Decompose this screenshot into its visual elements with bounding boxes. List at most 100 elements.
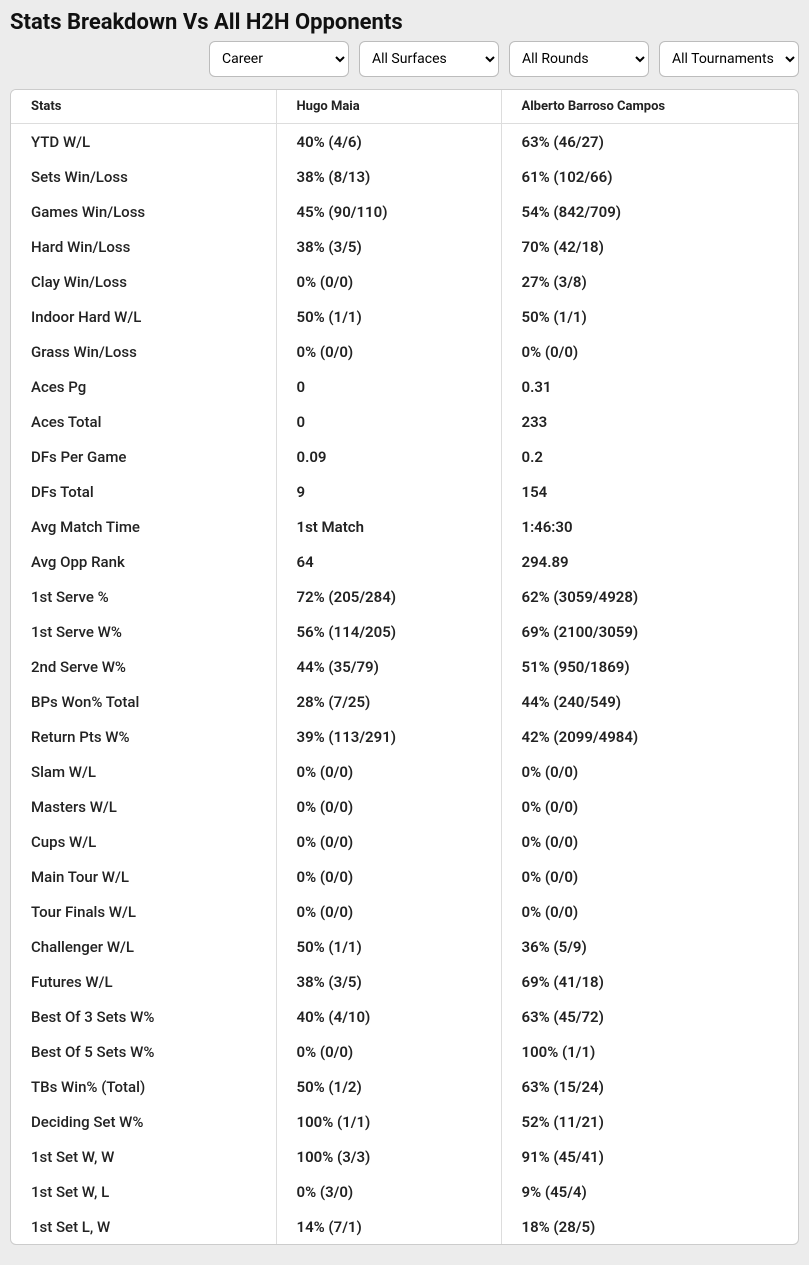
stat-value-player2: 0% (0/0) xyxy=(501,789,798,824)
table-row: 2nd Serve W%44% (35/79)51% (950/1869) xyxy=(11,649,798,684)
stat-value-player2: 100% (1/1) xyxy=(501,1034,798,1069)
stat-label: DFs Per Game xyxy=(11,439,276,474)
stat-value-player2: 69% (41/18) xyxy=(501,964,798,999)
stat-label: Hard Win/Loss xyxy=(11,229,276,264)
stat-value-player2: 0% (0/0) xyxy=(501,824,798,859)
stat-label: Main Tour W/L xyxy=(11,859,276,894)
table-row: Games Win/Loss45% (90/110)54% (842/709) xyxy=(11,194,798,229)
table-row: Sets Win/Loss38% (8/13)61% (102/66) xyxy=(11,159,798,194)
stat-value-player2: 54% (842/709) xyxy=(501,194,798,229)
table-row: Clay Win/Loss0% (0/0)27% (3/8) xyxy=(11,264,798,299)
stat-value-player2: 42% (2099/4984) xyxy=(501,719,798,754)
stat-label: Deciding Set W% xyxy=(11,1104,276,1139)
table-row: DFs Per Game0.090.2 xyxy=(11,439,798,474)
stat-label: TBs Win% (Total) xyxy=(11,1069,276,1104)
table-row: 1st Serve W%56% (114/205)69% (2100/3059) xyxy=(11,614,798,649)
stat-label: 1st Serve % xyxy=(11,579,276,614)
stat-value-player1: 40% (4/6) xyxy=(276,124,501,160)
table-row: YTD W/L40% (4/6)63% (46/27) xyxy=(11,124,798,160)
stat-label: Avg Match Time xyxy=(11,509,276,544)
stat-value-player2: 0% (0/0) xyxy=(501,334,798,369)
stat-label: Aces Total xyxy=(11,404,276,439)
page-title: Stats Breakdown Vs All H2H Opponents xyxy=(0,0,809,41)
stat-label: Tour Finals W/L xyxy=(11,894,276,929)
stat-value-player2: 233 xyxy=(501,404,798,439)
stat-label: DFs Total xyxy=(11,474,276,509)
stat-value-player1: 0% (0/0) xyxy=(276,334,501,369)
table-row: Slam W/L0% (0/0)0% (0/0) xyxy=(11,754,798,789)
table-row: Aces Total0233 xyxy=(11,404,798,439)
stat-value-player1: 50% (1/2) xyxy=(276,1069,501,1104)
table-row: Best Of 3 Sets W%40% (4/10)63% (45/72) xyxy=(11,999,798,1034)
filters-bar: Career All Surfaces All Rounds All Tourn… xyxy=(0,41,809,89)
stat-label: 1st Set W, W xyxy=(11,1139,276,1174)
stat-value-player1: 56% (114/205) xyxy=(276,614,501,649)
table-row: DFs Total9154 xyxy=(11,474,798,509)
stat-value-player2: 61% (102/66) xyxy=(501,159,798,194)
stat-value-player1: 1st Match xyxy=(276,509,501,544)
col-header-player1: Hugo Maia xyxy=(276,90,501,124)
stat-label: 2nd Serve W% xyxy=(11,649,276,684)
stat-value-player2: 50% (1/1) xyxy=(501,299,798,334)
col-header-stats: Stats xyxy=(11,90,276,124)
stat-value-player1: 28% (7/25) xyxy=(276,684,501,719)
stat-label: Masters W/L xyxy=(11,789,276,824)
stat-value-player1: 38% (8/13) xyxy=(276,159,501,194)
table-row: Deciding Set W%100% (1/1)52% (11/21) xyxy=(11,1104,798,1139)
stat-label: Futures W/L xyxy=(11,964,276,999)
stat-value-player2: 51% (950/1869) xyxy=(501,649,798,684)
stat-value-player2: 0% (0/0) xyxy=(501,754,798,789)
stats-table: Stats Hugo Maia Alberto Barroso Campos Y… xyxy=(11,90,798,1244)
stat-value-player1: 38% (3/5) xyxy=(276,229,501,264)
stat-value-player2: 69% (2100/3059) xyxy=(501,614,798,649)
stat-value-player2: 9% (45/4) xyxy=(501,1174,798,1209)
stat-value-player2: 63% (45/72) xyxy=(501,999,798,1034)
stat-value-player1: 0% (0/0) xyxy=(276,859,501,894)
stat-label: Sets Win/Loss xyxy=(11,159,276,194)
table-row: Best Of 5 Sets W%0% (0/0)100% (1/1) xyxy=(11,1034,798,1069)
table-row: BPs Won% Total28% (7/25)44% (240/549) xyxy=(11,684,798,719)
table-row: Tour Finals W/L0% (0/0)0% (0/0) xyxy=(11,894,798,929)
stat-value-player2: 0.31 xyxy=(501,369,798,404)
table-row: Cups W/L0% (0/0)0% (0/0) xyxy=(11,824,798,859)
col-header-player2: Alberto Barroso Campos xyxy=(501,90,798,124)
stat-label: 1st Set L, W xyxy=(11,1209,276,1244)
table-header-row: Stats Hugo Maia Alberto Barroso Campos xyxy=(11,90,798,124)
stat-value-player1: 72% (205/284) xyxy=(276,579,501,614)
table-row: Hard Win/Loss38% (3/5)70% (42/18) xyxy=(11,229,798,264)
stat-value-player2: 294.89 xyxy=(501,544,798,579)
stat-value-player1: 0.09 xyxy=(276,439,501,474)
table-row: 1st Set W, L0% (3/0)9% (45/4) xyxy=(11,1174,798,1209)
filter-rounds-select[interactable]: All Rounds xyxy=(509,41,649,77)
stat-value-player1: 100% (3/3) xyxy=(276,1139,501,1174)
stat-value-player1: 45% (90/110) xyxy=(276,194,501,229)
stat-label: Best Of 5 Sets W% xyxy=(11,1034,276,1069)
stat-value-player1: 14% (7/1) xyxy=(276,1209,501,1244)
table-row: 1st Serve %72% (205/284)62% (3059/4928) xyxy=(11,579,798,614)
table-row: Challenger W/L50% (1/1)36% (5/9) xyxy=(11,929,798,964)
stat-label: Cups W/L xyxy=(11,824,276,859)
stat-value-player1: 0 xyxy=(276,404,501,439)
stat-value-player1: 0% (0/0) xyxy=(276,754,501,789)
stats-table-container: Stats Hugo Maia Alberto Barroso Campos Y… xyxy=(10,89,799,1245)
filter-surfaces-select[interactable]: All Surfaces xyxy=(359,41,499,77)
stat-value-player1: 64 xyxy=(276,544,501,579)
stat-label: Best Of 3 Sets W% xyxy=(11,999,276,1034)
stat-value-player1: 0 xyxy=(276,369,501,404)
filter-tournaments-select[interactable]: All Tournaments xyxy=(659,41,799,77)
table-row: Main Tour W/L0% (0/0)0% (0/0) xyxy=(11,859,798,894)
stat-value-player2: 63% (15/24) xyxy=(501,1069,798,1104)
stat-label: 1st Set W, L xyxy=(11,1174,276,1209)
stat-value-player2: 63% (46/27) xyxy=(501,124,798,160)
table-row: Grass Win/Loss0% (0/0)0% (0/0) xyxy=(11,334,798,369)
stat-value-player2: 27% (3/8) xyxy=(501,264,798,299)
table-row: TBs Win% (Total)50% (1/2)63% (15/24) xyxy=(11,1069,798,1104)
stat-value-player2: 0% (0/0) xyxy=(501,894,798,929)
stat-label: Challenger W/L xyxy=(11,929,276,964)
stat-label: Clay Win/Loss xyxy=(11,264,276,299)
stat-label: YTD W/L xyxy=(11,124,276,160)
stat-value-player2: 44% (240/549) xyxy=(501,684,798,719)
filter-career-select[interactable]: Career xyxy=(209,41,349,77)
stat-label: Grass Win/Loss xyxy=(11,334,276,369)
stat-value-player2: 62% (3059/4928) xyxy=(501,579,798,614)
